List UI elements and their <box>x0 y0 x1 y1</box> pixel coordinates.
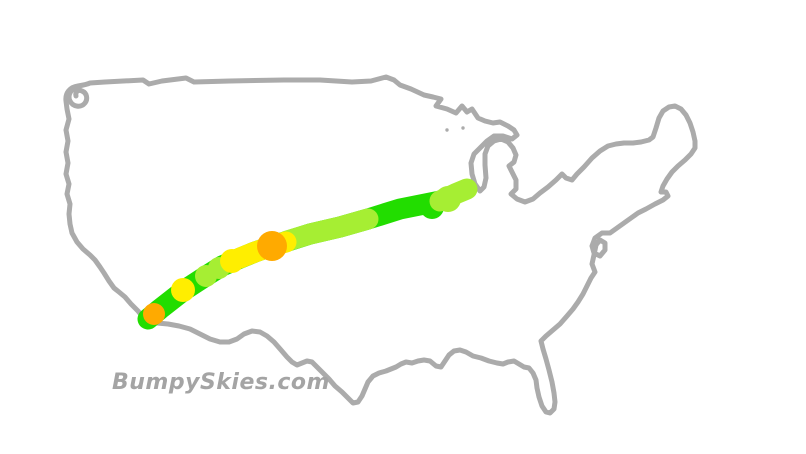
turbulence-spot-light_moderate <box>171 278 195 302</box>
turbulence-spot-moderate <box>257 231 287 261</box>
turbulence-spot-light <box>435 186 461 212</box>
flight-path-segment-calm <box>137 190 451 330</box>
turbulence-spot-light_moderate <box>220 249 244 273</box>
us-outline <box>63 74 698 416</box>
flight-route-layer <box>137 178 478 330</box>
puget-sound-curl <box>66 83 90 109</box>
island-speck <box>445 128 449 132</box>
turbulence-spot-moderate <box>143 303 165 325</box>
island-speck <box>461 126 465 130</box>
flight-path-segment-light <box>276 208 379 252</box>
bumpyskies-watermark: BumpySkies.com <box>112 370 330 395</box>
